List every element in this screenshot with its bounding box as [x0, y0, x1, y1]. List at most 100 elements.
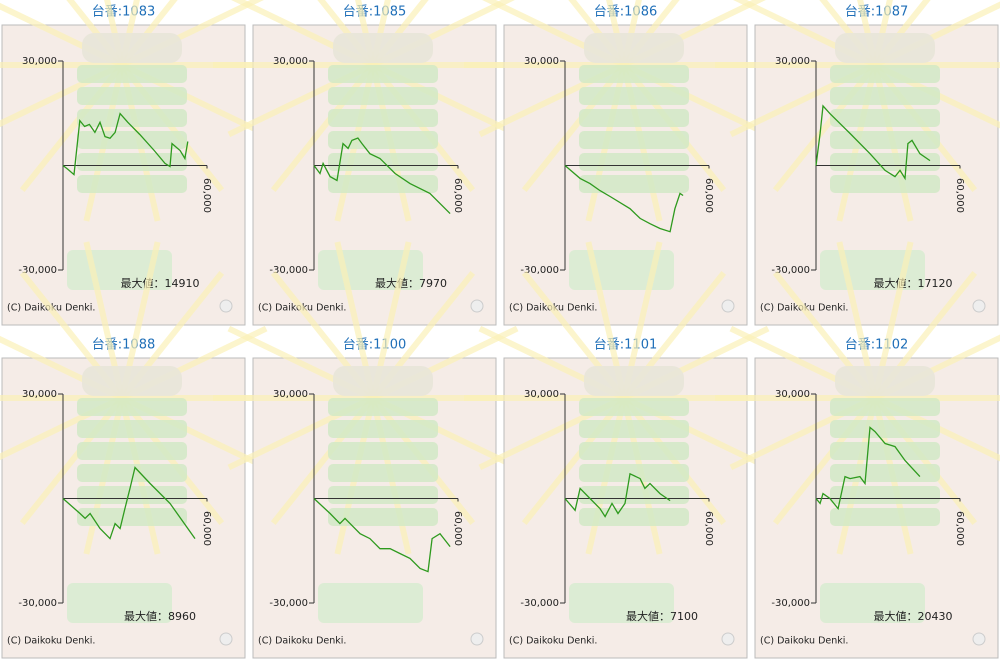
decor-box [830, 464, 940, 482]
decor-dot [219, 632, 233, 646]
x-tick-label: 60,000 [703, 511, 714, 546]
y-tick-label: 30,000 [273, 56, 308, 67]
data-line [564, 472, 671, 518]
decor-top [82, 33, 182, 63]
decor-ray [119, 63, 225, 192]
chart-title: 台番:1087 [845, 5, 908, 20]
decor-tray [318, 583, 423, 623]
y-tick-label: 30,000 [775, 389, 810, 400]
chart-title: 台番:1085 [343, 5, 406, 20]
decor-box [579, 398, 689, 416]
x-tick-label: 60,000 [703, 178, 714, 213]
y-tick-label: -30,000 [269, 265, 308, 276]
chart-panel: 台番:1100 30,000 -30,000 60,000 (C) Daikoku De… [213, 241, 533, 659]
data-line [815, 104, 931, 181]
chart-panel: 台番:1088 30,000 -30,000 60,000 最大値：8960 (C) Da… [0, 241, 282, 659]
decor-box [830, 508, 940, 526]
y-tick-label: -30,000 [771, 265, 810, 276]
max-value: 最大値：7970 [375, 276, 447, 290]
decor-top [584, 366, 684, 396]
decor-box [328, 175, 438, 193]
decor-box [830, 131, 940, 149]
decor-ray [19, 63, 125, 192]
x-tick-label: 60,000 [452, 178, 463, 213]
decor-box [77, 464, 187, 482]
decor-box [579, 508, 689, 526]
decor-box [579, 486, 689, 504]
decor-box [328, 486, 438, 504]
decor-box [579, 65, 689, 83]
decor-box [328, 109, 438, 127]
decor-top [835, 33, 935, 63]
y-tick-label: -30,000 [771, 598, 810, 609]
data-line [62, 112, 189, 176]
decor-box [77, 87, 187, 105]
decor-ray [270, 63, 376, 192]
decor-ray [119, 396, 225, 525]
credit: (C) Daikoku Denki. [258, 636, 346, 647]
data-line [313, 137, 451, 215]
decor-ray [872, 396, 978, 525]
x-tick-label: 60,000 [954, 178, 965, 213]
max-value: 最大値：20430 [874, 609, 953, 623]
chart-title: 台番:1100 [343, 338, 406, 353]
max-value: 最大値：14910 [121, 276, 200, 290]
y-tick-label: 30,000 [524, 56, 559, 67]
decor-box [579, 442, 689, 460]
decor-box [830, 109, 940, 127]
data-line [313, 498, 451, 573]
decor-box [77, 175, 187, 193]
chart-panel: 台番:1102 30,000 -30,000 60,000 最大値：20430 (C) D… [715, 241, 1000, 659]
decor-box [77, 486, 187, 504]
decor-ray [772, 63, 878, 192]
y-tick-label: 30,000 [775, 56, 810, 67]
decor-box [77, 65, 187, 83]
decor-box [830, 420, 940, 438]
credit: (C) Daikoku Denki. [509, 636, 597, 647]
decor-box [830, 398, 940, 416]
chart-panel: 台番:1101 30,000 -30,000 60,000 最大値：7100 (C) Da… [464, 241, 784, 659]
x-tick-label: 60,000 [954, 511, 965, 546]
decor-top [835, 366, 935, 396]
decor-ray [270, 396, 376, 525]
decor-box [830, 486, 940, 504]
decor-ray [521, 63, 627, 192]
y-tick-label: -30,000 [520, 598, 559, 609]
data-line [564, 165, 684, 233]
decor-box [328, 87, 438, 105]
chart-title: 台番:1086 [594, 5, 657, 20]
decor-dot [972, 632, 986, 646]
decor-ray [772, 396, 878, 525]
decor-top [333, 33, 433, 63]
decor-box [579, 420, 689, 438]
y-tick-label: -30,000 [18, 598, 57, 609]
y-tick-label: -30,000 [18, 265, 57, 276]
decor-ray [370, 396, 476, 525]
credit: (C) Daikoku Denki. [760, 636, 848, 647]
decor-dot [721, 299, 735, 313]
decor-dot [470, 632, 484, 646]
y-tick-label: -30,000 [520, 265, 559, 276]
decor-top [333, 366, 433, 396]
decor-box [328, 131, 438, 149]
decor-box [77, 109, 187, 127]
y-tick-label: 30,000 [22, 56, 57, 67]
decor-box [328, 464, 438, 482]
decor-ray [521, 396, 627, 525]
decor-ray [370, 63, 476, 192]
data-line [815, 426, 921, 511]
x-tick-label: 60,000 [201, 178, 212, 213]
y-tick-label: 30,000 [524, 389, 559, 400]
decor-box [328, 508, 438, 526]
decor-box [328, 65, 438, 83]
decor-top [82, 366, 182, 396]
chart-title: 台番:1101 [594, 338, 657, 353]
decor-box [830, 175, 940, 193]
chart-title: 台番:1083 [92, 5, 155, 20]
decor-ray [621, 63, 727, 192]
decor-dot [721, 632, 735, 646]
